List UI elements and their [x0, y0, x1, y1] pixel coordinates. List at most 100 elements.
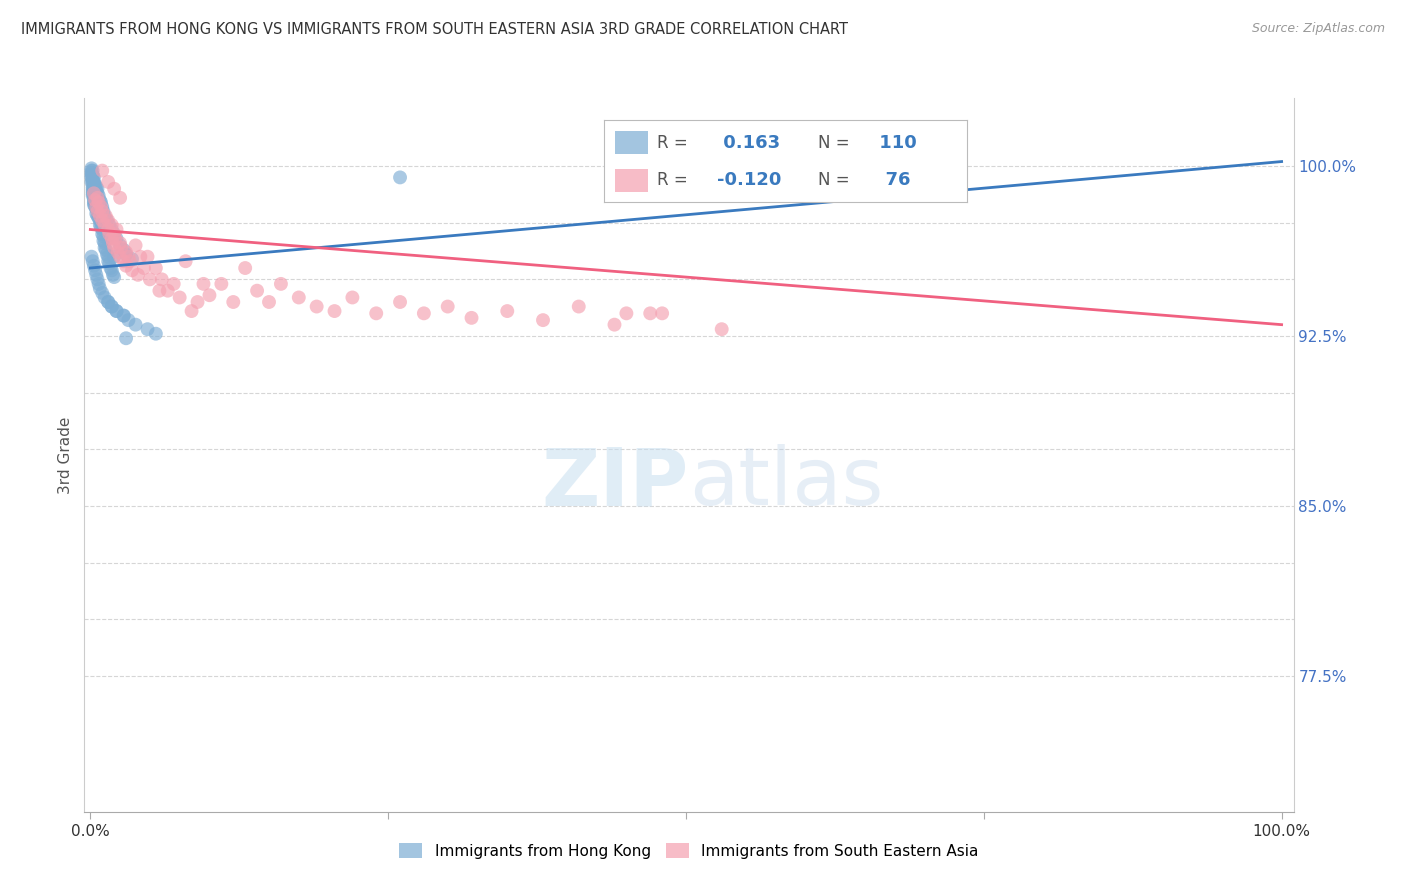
Point — [136, 250, 159, 264]
Point — [82, 163, 104, 178]
Point — [193, 277, 215, 291]
Point — [80, 163, 103, 178]
Point — [710, 322, 733, 336]
Point — [145, 260, 167, 275]
Point — [496, 304, 519, 318]
Point — [93, 204, 115, 219]
Point — [86, 209, 108, 223]
Point — [94, 243, 117, 257]
Point — [132, 260, 155, 275]
Point — [103, 227, 125, 241]
Point — [96, 213, 118, 227]
Point — [93, 290, 115, 304]
Point — [91, 222, 114, 236]
Point — [110, 241, 132, 255]
Point — [91, 285, 114, 300]
Point — [121, 252, 143, 266]
Text: N =: N = — [818, 134, 851, 152]
Text: IMMIGRANTS FROM HONG KONG VS IMMIGRANTS FROM SOUTH EASTERN ASIA 3RD GRADE CORREL: IMMIGRANTS FROM HONG KONG VS IMMIGRANTS … — [21, 22, 848, 37]
Point — [87, 188, 110, 202]
Point — [89, 193, 111, 207]
Point — [97, 222, 120, 236]
Point — [82, 175, 104, 189]
Bar — [616, 131, 648, 154]
Point — [84, 195, 107, 210]
Point — [86, 200, 108, 214]
Point — [82, 254, 104, 268]
Text: R =: R = — [657, 134, 688, 152]
Point — [389, 170, 412, 185]
Point — [89, 209, 111, 223]
Point — [115, 259, 138, 273]
Point — [118, 254, 141, 268]
Point — [436, 300, 458, 314]
Point — [156, 284, 179, 298]
Point — [84, 207, 107, 221]
Point — [115, 331, 138, 345]
Point — [117, 250, 139, 264]
Point — [129, 250, 152, 264]
Text: 110: 110 — [873, 134, 917, 152]
Point — [80, 168, 103, 182]
Point — [80, 166, 103, 180]
Point — [98, 256, 121, 270]
Point — [108, 238, 131, 252]
Point — [270, 277, 292, 291]
Point — [80, 161, 103, 176]
Point — [82, 186, 104, 201]
Point — [233, 260, 256, 275]
Point — [84, 191, 107, 205]
Point — [112, 309, 135, 323]
Point — [87, 211, 110, 226]
Point — [82, 182, 104, 196]
Point — [96, 247, 118, 261]
Point — [98, 227, 121, 241]
Point — [84, 195, 107, 210]
Text: ZIP: ZIP — [541, 444, 689, 523]
Point — [84, 182, 107, 196]
Point — [84, 193, 107, 207]
Point — [83, 197, 105, 211]
Point — [87, 277, 110, 291]
Point — [412, 306, 434, 320]
Point — [84, 184, 107, 198]
Point — [638, 306, 661, 320]
Point — [107, 245, 129, 260]
Point — [121, 263, 143, 277]
Point — [101, 236, 124, 251]
Point — [86, 204, 108, 219]
Point — [90, 220, 112, 235]
Point — [82, 172, 104, 186]
Point — [83, 259, 105, 273]
Text: -0.120: -0.120 — [717, 171, 782, 189]
Point — [342, 290, 364, 304]
Point — [86, 186, 108, 201]
Point — [112, 254, 135, 268]
Point — [115, 245, 138, 260]
Text: 76: 76 — [873, 171, 910, 189]
Point — [124, 238, 146, 252]
Point — [103, 270, 125, 285]
Point — [139, 272, 162, 286]
Point — [90, 216, 112, 230]
Bar — [616, 169, 648, 192]
Point — [87, 207, 110, 221]
Point — [150, 272, 173, 286]
Point — [86, 272, 108, 286]
Point — [84, 191, 107, 205]
Text: R =: R = — [657, 171, 688, 189]
Point — [100, 260, 122, 275]
Point — [83, 178, 105, 192]
Point — [568, 300, 591, 314]
Point — [93, 241, 115, 255]
Point — [91, 213, 114, 227]
Point — [89, 281, 111, 295]
Point — [83, 184, 105, 198]
Y-axis label: 3rd Grade: 3rd Grade — [58, 417, 73, 493]
Point — [108, 191, 131, 205]
Point — [616, 306, 638, 320]
Point — [105, 231, 128, 245]
Point — [100, 300, 122, 314]
Point — [86, 204, 108, 219]
Point — [288, 290, 311, 304]
